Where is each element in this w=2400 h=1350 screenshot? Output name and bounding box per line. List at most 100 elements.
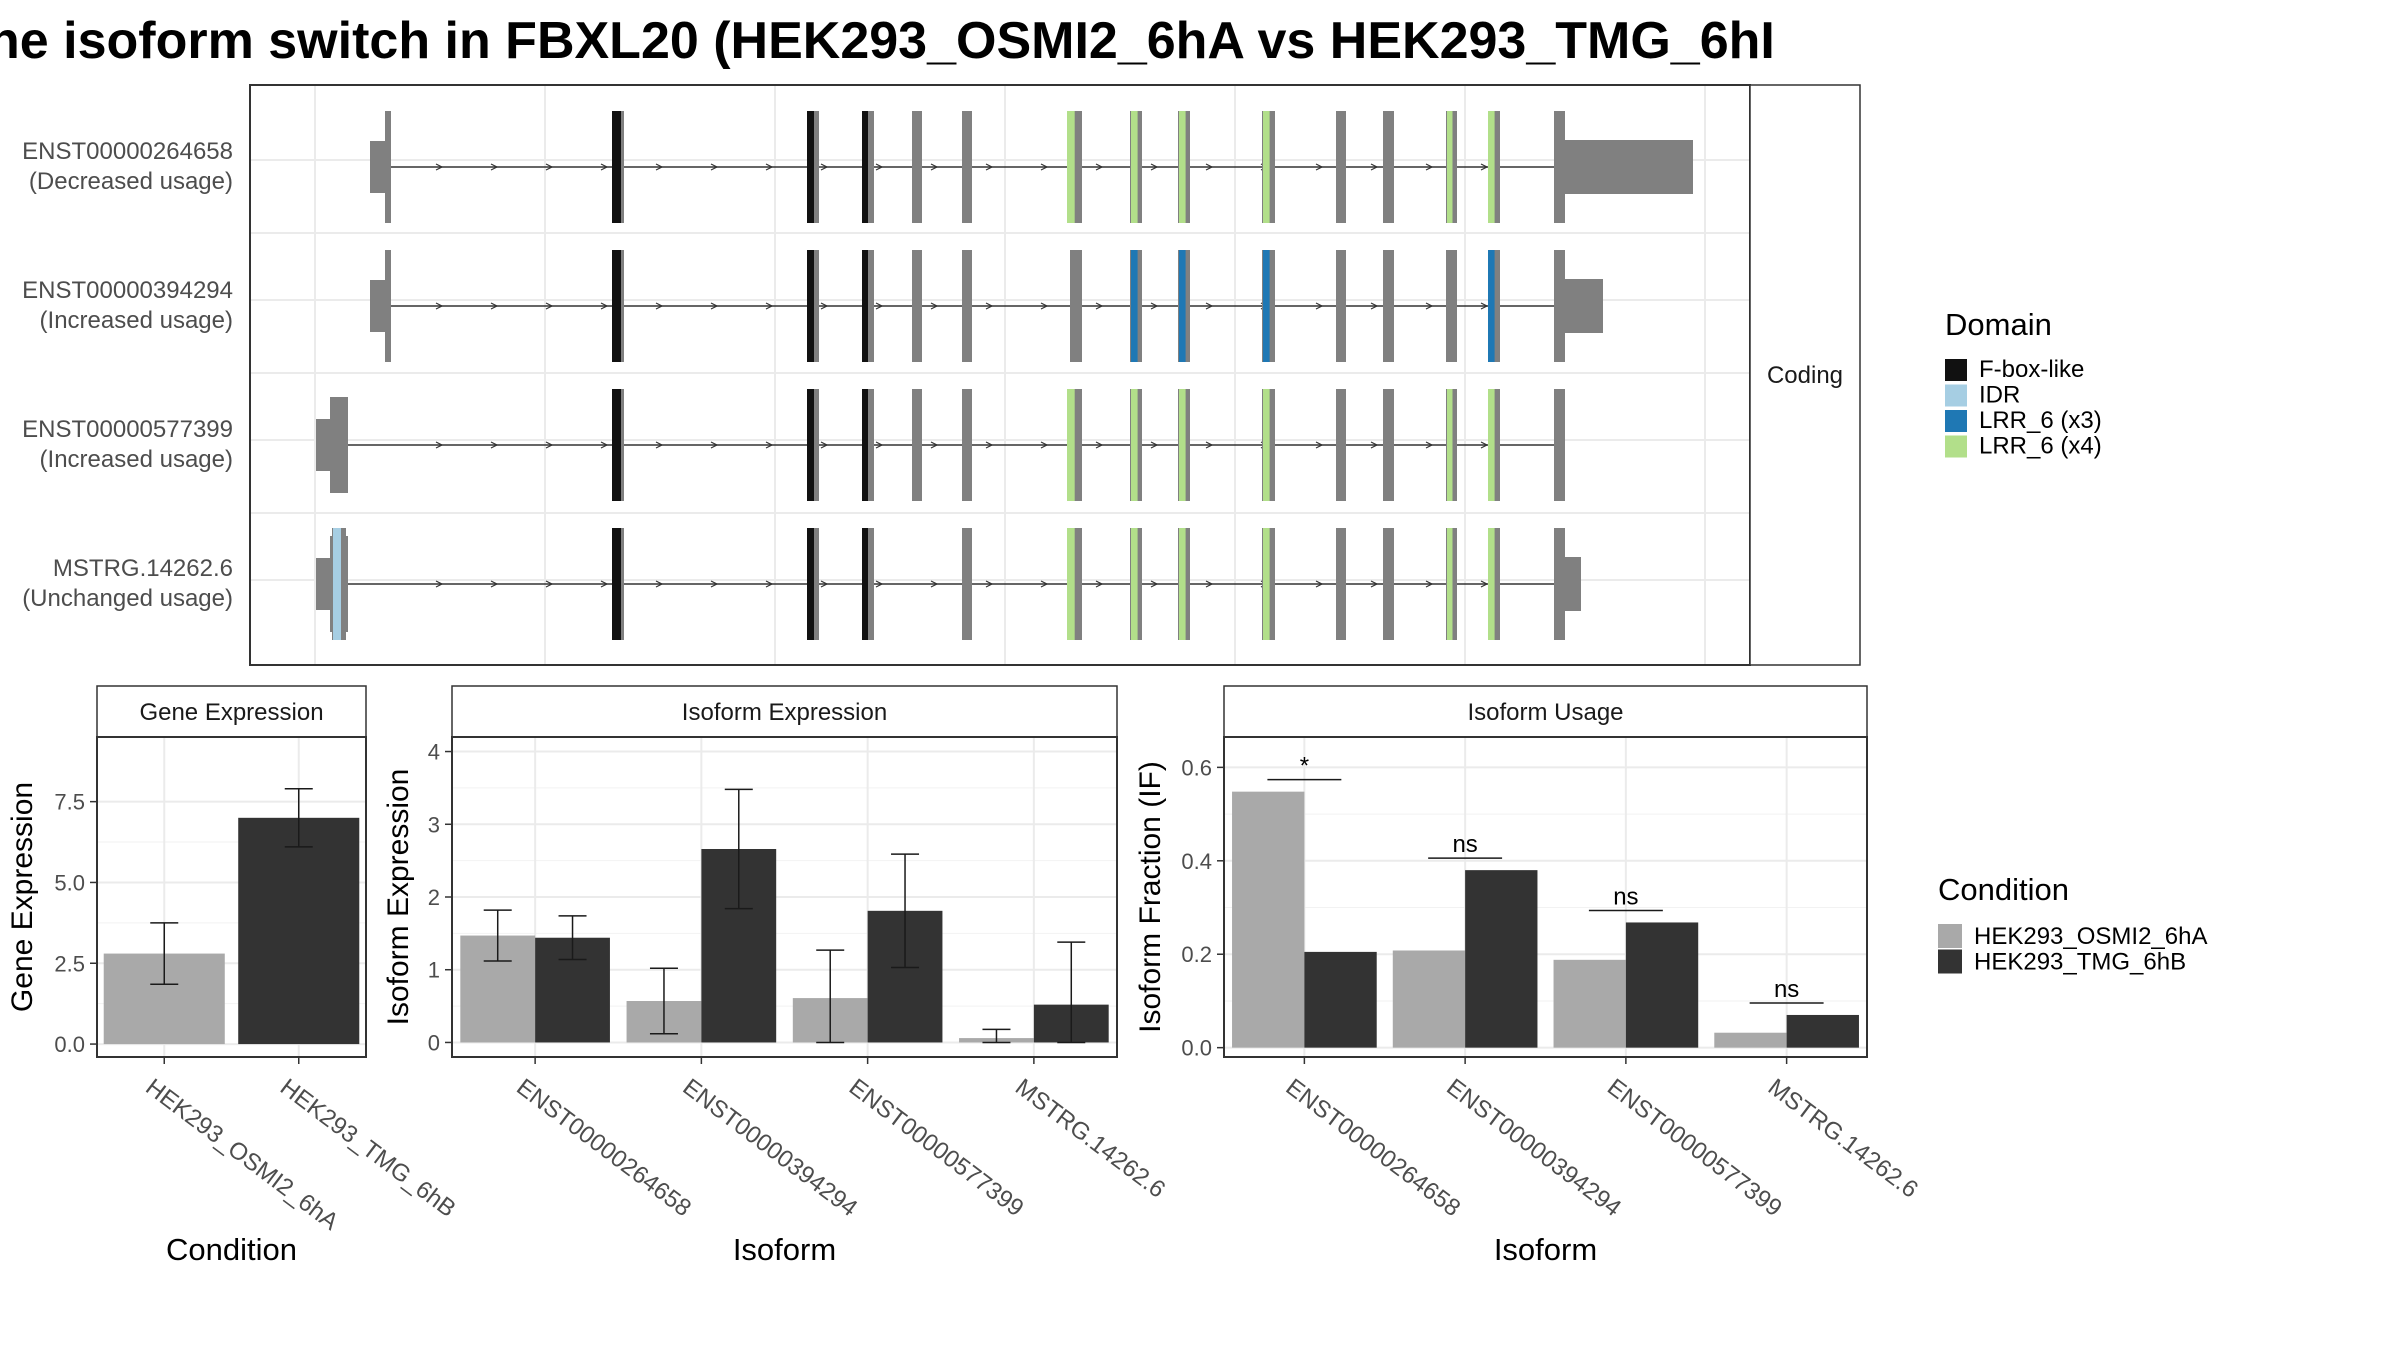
isoform-usage-panel: Isoform Usage * ENST00000264658 ns ENST00000… bbox=[1134, 685, 1923, 1267]
exon-block bbox=[1336, 250, 1346, 362]
exon-block bbox=[912, 250, 922, 362]
strand-arrow bbox=[1315, 302, 1324, 310]
strand-arrow bbox=[875, 441, 884, 449]
exon-block bbox=[1336, 389, 1346, 501]
legend-swatch bbox=[1938, 949, 1962, 974]
transcript-usage-label: (Increased usage) bbox=[40, 307, 233, 334]
strand-arrow bbox=[1150, 163, 1159, 171]
figure-title: ne isoform switch in FBXL20 (HEK293_OSMI… bbox=[0, 12, 1775, 70]
strand-arrow bbox=[435, 163, 444, 171]
x-tick-label: ENST00000577399 bbox=[844, 1074, 1029, 1222]
strand-arrow bbox=[1095, 163, 1104, 171]
strand-arrow bbox=[490, 302, 499, 310]
isoform-expression-panel: Isoform ExpressionENST00000264658ENST000… bbox=[382, 685, 1170, 1267]
strand-arrow bbox=[600, 580, 609, 588]
legend-swatch bbox=[1945, 384, 1967, 407]
exon-block bbox=[1555, 389, 1565, 501]
exon-block bbox=[1383, 111, 1394, 223]
lrr-domain bbox=[1488, 250, 1495, 362]
exon-block bbox=[385, 111, 391, 223]
strand-arrow bbox=[765, 302, 774, 310]
fbox-domain bbox=[807, 389, 814, 501]
strand-arrow bbox=[930, 441, 939, 449]
strand-arrow bbox=[1205, 580, 1214, 588]
fbox-domain bbox=[807, 528, 814, 640]
y-tick-label: 5.0 bbox=[54, 870, 85, 895]
y-axis-title: Gene Expression bbox=[6, 782, 39, 1012]
strand-arrow bbox=[1370, 441, 1379, 449]
legend-title: Condition bbox=[1938, 872, 2069, 907]
strand-arrow bbox=[985, 580, 994, 588]
structure-plot-background bbox=[250, 85, 1750, 665]
y-tick-label: 3 bbox=[428, 812, 440, 837]
strand-arrow bbox=[1480, 163, 1489, 171]
y-tick-label: 0.6 bbox=[1181, 755, 1212, 780]
lrr-domain bbox=[1447, 111, 1453, 223]
strand-arrow bbox=[655, 163, 664, 171]
fbox-domain bbox=[612, 389, 621, 501]
strand-arrow bbox=[435, 580, 444, 588]
strand-arrow bbox=[1480, 302, 1489, 310]
lrr-domain bbox=[1263, 250, 1270, 362]
strand-arrow bbox=[600, 302, 609, 310]
legend-swatch bbox=[1938, 924, 1962, 948]
strand-arrow bbox=[820, 441, 829, 449]
transcript-id-label: ENST00000577399 bbox=[22, 416, 233, 443]
bar bbox=[1465, 870, 1538, 1048]
y-tick-label: 0.2 bbox=[1181, 942, 1212, 967]
strand-arrow bbox=[1425, 302, 1434, 310]
lrr-domain bbox=[1179, 250, 1186, 362]
transcript-id-label: MSTRG.14262.6 bbox=[53, 555, 233, 582]
lrr-domain bbox=[1131, 250, 1138, 362]
lrr-domain bbox=[1179, 111, 1186, 223]
exon-block bbox=[1555, 250, 1565, 362]
strand-arrow bbox=[875, 580, 884, 588]
strand-arrow bbox=[765, 441, 774, 449]
strand-arrow bbox=[1425, 580, 1434, 588]
lrr-domain bbox=[1067, 389, 1075, 501]
strand-arrow bbox=[1370, 302, 1379, 310]
utr-block bbox=[1563, 140, 1693, 194]
exon-block bbox=[962, 250, 972, 362]
strand-arrow bbox=[875, 302, 884, 310]
legend-label: HEK293_OSMI2_6hA bbox=[1974, 923, 2207, 950]
transcript-id-label: ENST00000394294 bbox=[22, 277, 233, 304]
structure-strip-label: Coding bbox=[1767, 362, 1843, 389]
strand-arrow bbox=[545, 163, 554, 171]
strand-arrow bbox=[710, 163, 719, 171]
lrr-domain bbox=[1488, 111, 1495, 223]
x-tick-label: ENST00000264658 bbox=[511, 1074, 696, 1222]
x-tick-label: ENST00000394294 bbox=[678, 1074, 863, 1222]
strand-arrow bbox=[1480, 580, 1489, 588]
x-tick-label: MSTRG.14262.6 bbox=[1763, 1074, 1923, 1204]
strand-arrow bbox=[1425, 163, 1434, 171]
legend-title: Domain bbox=[1945, 307, 2052, 342]
y-tick-label: 0.0 bbox=[1181, 1036, 1212, 1061]
exon-block bbox=[1070, 250, 1082, 362]
lrr-domain bbox=[1131, 528, 1138, 640]
y-tick-label: 2 bbox=[428, 885, 440, 910]
significance-label: ns bbox=[1613, 883, 1638, 910]
bar bbox=[1786, 1014, 1859, 1048]
bar bbox=[238, 817, 360, 1045]
x-axis-title: Condition bbox=[166, 1232, 297, 1267]
lrr-domain bbox=[1131, 389, 1138, 501]
lrr-domain bbox=[1447, 389, 1453, 501]
strand-arrow bbox=[1315, 580, 1324, 588]
lrr-domain bbox=[1488, 528, 1495, 640]
strand-arrow bbox=[655, 580, 664, 588]
exon-block bbox=[962, 111, 972, 223]
exon-block bbox=[1555, 528, 1565, 640]
strand-arrow bbox=[1095, 302, 1104, 310]
strand-arrow bbox=[1205, 163, 1214, 171]
strand-arrow bbox=[710, 302, 719, 310]
strand-arrow bbox=[1150, 441, 1159, 449]
panel-strip bbox=[451, 685, 1118, 738]
fbox-domain bbox=[612, 250, 621, 362]
transcript-usage-label: (Unchanged usage) bbox=[22, 585, 233, 612]
strand-arrow bbox=[820, 302, 829, 310]
strand-arrow bbox=[655, 302, 664, 310]
fbox-domain bbox=[862, 389, 868, 501]
strand-arrow bbox=[1425, 441, 1434, 449]
panel-border bbox=[96, 736, 367, 1058]
